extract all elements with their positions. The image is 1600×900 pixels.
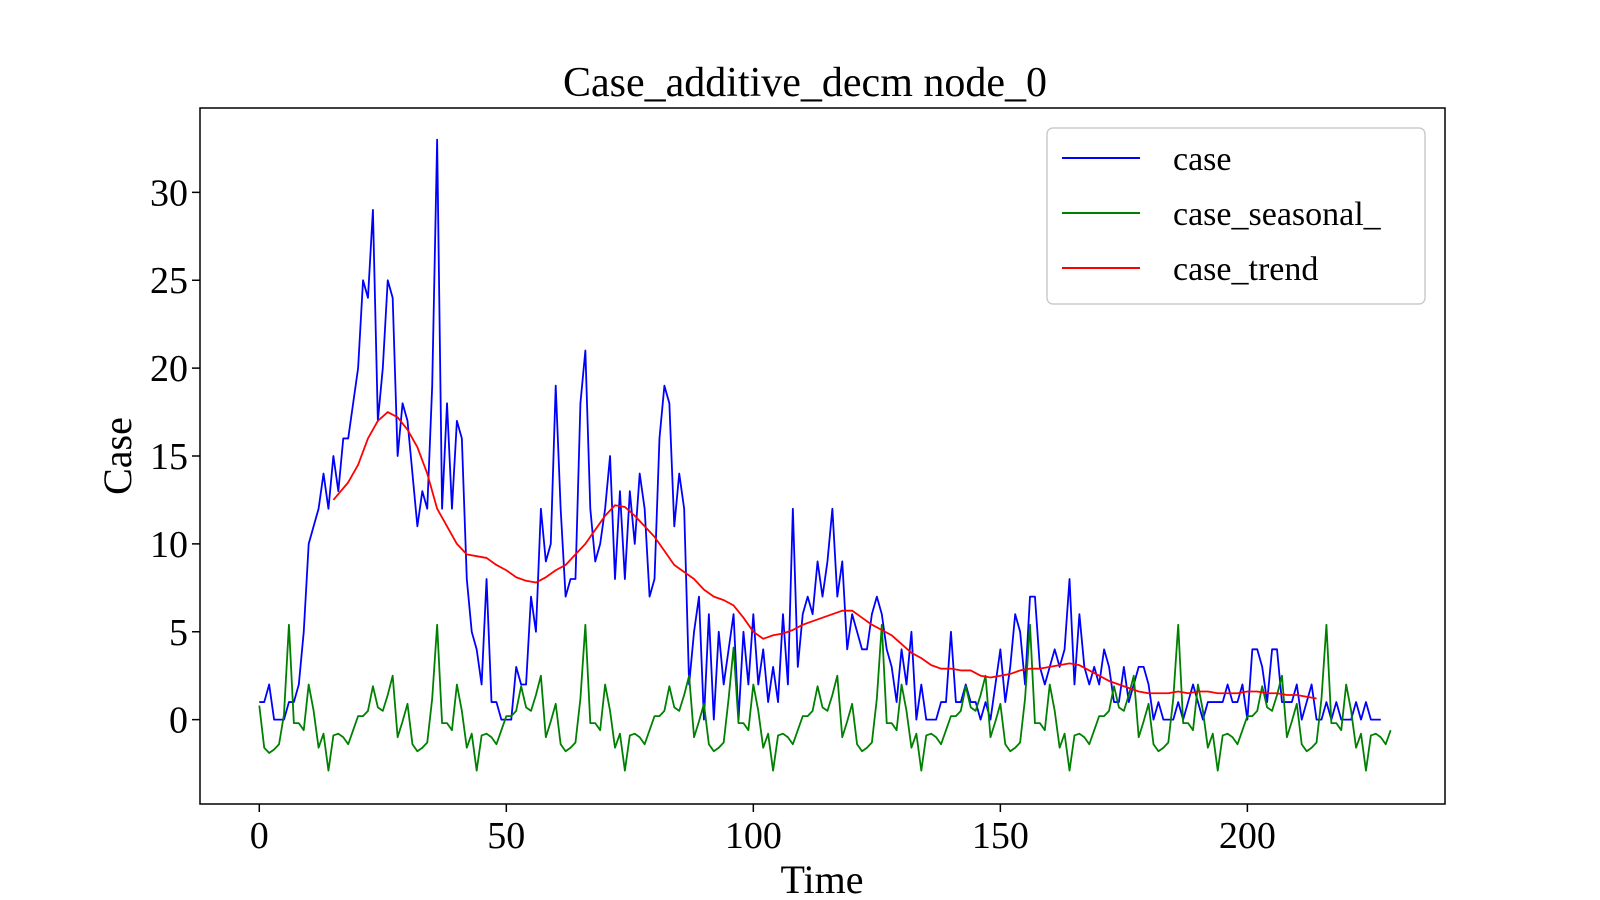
chart-title: Case_additive_decm node_0	[563, 60, 1047, 106]
y-tick-label: 5	[169, 612, 188, 654]
x-tick-label: 100	[725, 815, 782, 857]
axes-ticks: 0 50 100 150 200 0 5 10 15 20 25 30	[150, 172, 1276, 857]
x-tick-label: 0	[250, 815, 269, 857]
series-line-case	[259, 138, 1381, 721]
y-tick-label: 20	[150, 348, 188, 390]
legend-box	[1046, 127, 1426, 305]
x-tick-label: 50	[487, 815, 525, 857]
y-tick-label: 0	[169, 700, 188, 742]
y-tick-label: 25	[150, 260, 188, 302]
x-tick-label: 150	[972, 815, 1029, 857]
series-line-case-seasonal	[258, 623, 1392, 772]
legend-label-case-seasonal: case_seasonal_	[1173, 196, 1382, 233]
plot-area	[258, 138, 1392, 772]
series-line-case-trend	[332, 411, 1317, 700]
x-axis-label: Time	[780, 857, 863, 900]
y-tick-label: 15	[150, 436, 188, 478]
y-tick-label: 30	[150, 172, 188, 214]
y-axis-label: Case	[95, 417, 140, 495]
x-tick-label: 200	[1219, 815, 1276, 857]
legend-label-case: case	[1173, 141, 1232, 178]
legend: case case_seasonal_ case_trend	[1046, 127, 1426, 305]
y-tick-label: 10	[150, 524, 188, 566]
legend-label-case-trend: case_trend	[1173, 251, 1318, 288]
plot-frame	[199, 107, 1446, 805]
